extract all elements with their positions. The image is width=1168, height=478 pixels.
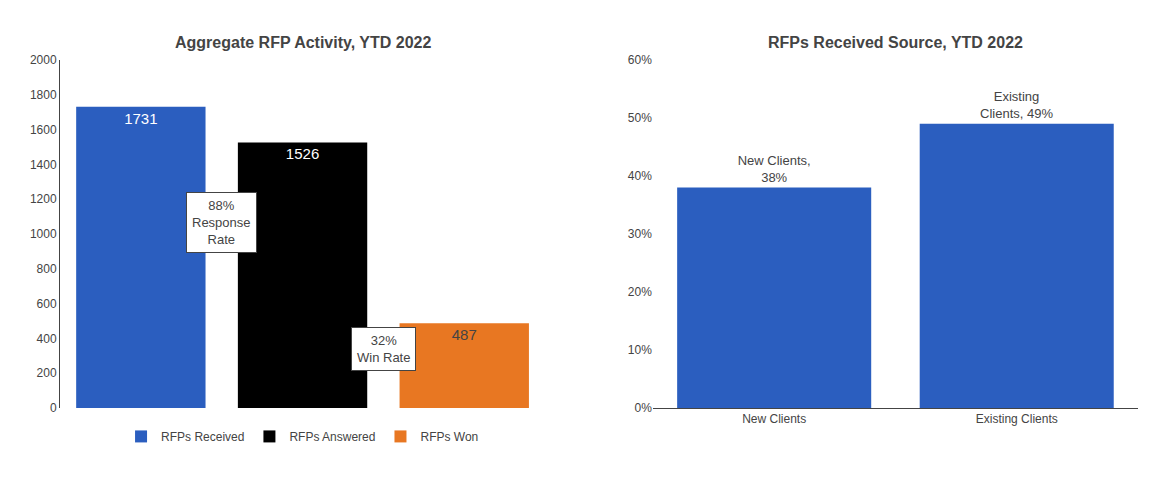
- svg-text:487: 487: [452, 326, 477, 343]
- svg-text:0: 0: [50, 401, 57, 415]
- svg-text:10%: 10%: [628, 343, 652, 357]
- svg-text:1400: 1400: [30, 158, 57, 172]
- svg-text:New Clients: New Clients: [742, 412, 806, 426]
- svg-text:1526: 1526: [286, 145, 319, 162]
- svg-text:RFPs Received Source, YTD 2022: RFPs Received Source, YTD 2022: [768, 34, 1023, 51]
- svg-text:RFPs Answered: RFPs Answered: [289, 430, 375, 444]
- svg-text:1800: 1800: [30, 88, 57, 102]
- svg-text:2000: 2000: [30, 53, 57, 67]
- svg-text:New Clients,38%: New Clients,38%: [738, 153, 811, 185]
- svg-text:RFPs Won: RFPs Won: [420, 430, 478, 444]
- svg-text:1200: 1200: [30, 192, 57, 206]
- svg-text:50%: 50%: [628, 111, 652, 125]
- svg-text:40%: 40%: [628, 169, 652, 183]
- svg-text:200: 200: [37, 366, 57, 380]
- svg-text:800: 800: [37, 262, 57, 276]
- svg-text:Existing Clients: Existing Clients: [976, 412, 1058, 426]
- svg-text:ExistingClients, 49%: ExistingClients, 49%: [980, 89, 1053, 121]
- svg-text:1600: 1600: [30, 123, 57, 137]
- svg-text:Aggregate RFP Activity, YTD 20: Aggregate RFP Activity, YTD 2022: [175, 34, 431, 51]
- svg-text:32%Win Rate: 32%Win Rate: [357, 333, 410, 365]
- svg-text:600: 600: [37, 297, 57, 311]
- svg-text:88%ResponseRate: 88%ResponseRate: [192, 198, 251, 247]
- svg-text:30%: 30%: [628, 227, 652, 241]
- svg-text:20%: 20%: [628, 285, 652, 299]
- svg-text:RFPs Received: RFPs Received: [161, 430, 244, 444]
- svg-text:0%: 0%: [635, 401, 653, 415]
- svg-text:1000: 1000: [30, 227, 57, 241]
- svg-text:1731: 1731: [124, 110, 157, 127]
- svg-text:60%: 60%: [628, 53, 652, 67]
- svg-text:400: 400: [37, 332, 57, 346]
